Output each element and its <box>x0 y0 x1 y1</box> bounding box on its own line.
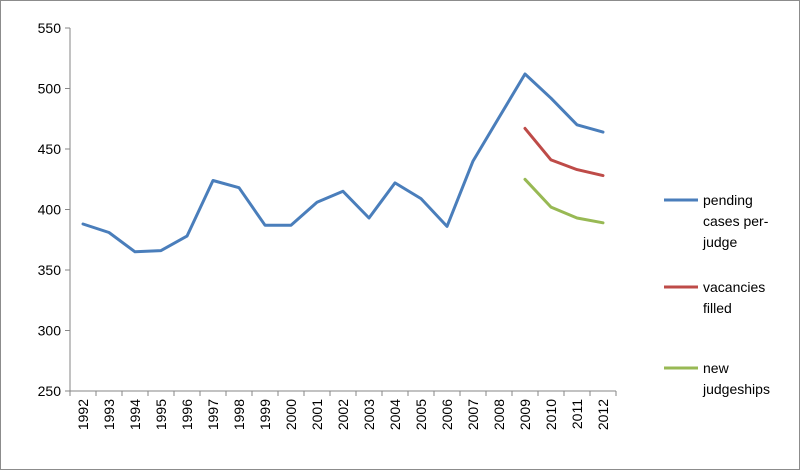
x-tick-label: 2011 <box>569 399 585 429</box>
y-axis-ticks: 250 300 350 400 450 500 550 <box>38 20 70 399</box>
x-tick-label: 1997 <box>205 399 221 430</box>
legend-item: vacancies filled <box>664 279 765 316</box>
x-tick-label: 2009 <box>517 399 533 430</box>
x-tick-label: 2003 <box>361 399 377 430</box>
x-tick-label: 1993 <box>101 399 117 430</box>
x-tick-label: 1995 <box>153 399 169 430</box>
series-line <box>523 177 605 225</box>
x-tick-label: 1999 <box>257 399 273 430</box>
x-tick-label: 1994 <box>127 399 143 430</box>
x-tick-label: 2005 <box>413 399 429 430</box>
y-tick-label: 350 <box>38 262 62 278</box>
series-line <box>523 126 605 178</box>
x-tick-label: 1996 <box>179 399 195 430</box>
legend-label: judge <box>702 234 737 250</box>
legend-item: new judgeships <box>664 360 770 397</box>
legend-label: vacancies <box>703 279 765 295</box>
x-tick-label: 2007 <box>465 399 481 430</box>
x-tick-label: 2012 <box>595 399 611 430</box>
x-tick-label: 2001 <box>309 399 325 430</box>
x-tick-label: 2004 <box>387 399 403 430</box>
legend-label: filled <box>703 300 732 316</box>
y-tick-label: 450 <box>38 141 62 157</box>
y-tick-label: 500 <box>38 81 62 97</box>
x-tick-label: 2008 <box>491 399 507 430</box>
x-tick-label: 1992 <box>75 399 91 430</box>
legend-label: pending <box>703 192 753 208</box>
x-tick-label: 2000 <box>283 399 299 430</box>
legend-label: cases per- <box>703 213 769 229</box>
axes <box>69 28 616 392</box>
y-tick-label: 550 <box>38 20 62 36</box>
series-line <box>81 72 605 254</box>
legend-label: judgeships <box>702 381 770 397</box>
legend-label: new <box>703 360 730 376</box>
x-tick-label: 1998 <box>231 399 247 430</box>
x-tick-label: 2002 <box>335 399 351 430</box>
y-tick-label: 250 <box>38 383 62 399</box>
y-tick-label: 400 <box>38 202 62 218</box>
legend: pending cases per-judge vacancies filled new… <box>664 192 770 397</box>
legend-item: pending cases per-judge <box>664 192 769 250</box>
x-tick-label: 2006 <box>439 399 455 430</box>
x-axis-ticks: 1992 1993 1994 1995 1996 1997 1998 1999 2000 2001… <box>69 391 617 430</box>
series-lines <box>81 72 605 254</box>
y-tick-label: 300 <box>38 323 62 339</box>
x-tick-label: 2010 <box>543 399 559 430</box>
